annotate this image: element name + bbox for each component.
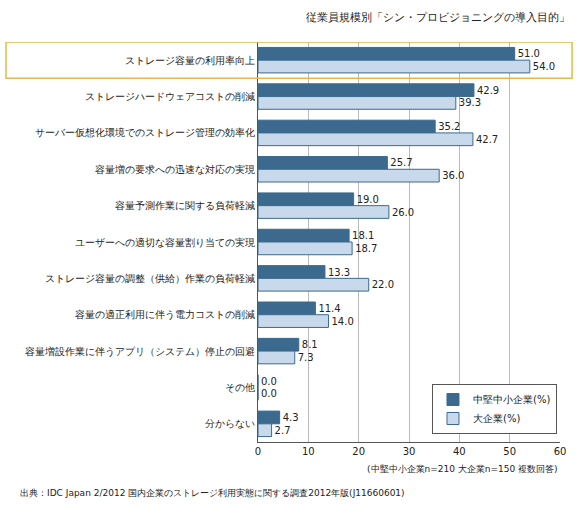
svg-text:35.2: 35.2 [438, 121, 460, 132]
svg-text:18.1: 18.1 [352, 230, 374, 241]
svg-text:0: 0 [255, 446, 261, 457]
svg-text:従業員規模別「シン・プロビジョニングの導入目的」: 従業員規模別「シン・プロビジョニングの導入目的」 [306, 11, 570, 24]
svg-text:分からない: 分からない [205, 418, 255, 429]
svg-text:容量増の要求への迅速な対応の実現: 容量増の要求への迅速な対応の実現 [95, 164, 255, 175]
svg-text:50: 50 [503, 446, 516, 457]
svg-text:19.0: 19.0 [357, 194, 379, 205]
svg-text:22.0: 22.0 [372, 279, 394, 290]
svg-text:30: 30 [403, 446, 416, 457]
svg-text:容量予測作業に関する負荷軽減: 容量予測作業に関する負荷軽減 [115, 200, 255, 211]
svg-text:(中堅中小企業n=210 大企業n=150 複数回答): (中堅中小企業n=210 大企業n=150 複数回答) [367, 464, 558, 474]
svg-text:サーバー仮想化環境でのストレージ管理の効率化: サーバー仮想化環境でのストレージ管理の効率化 [35, 127, 255, 138]
svg-text:容量増設作業に伴うアプリ（システム）停止の回避: 容量増設作業に伴うアプリ（システム）停止の回避 [25, 346, 255, 357]
svg-text:13.3: 13.3 [328, 267, 350, 278]
svg-text:2.7: 2.7 [275, 425, 291, 436]
svg-text:39.3: 39.3 [459, 97, 481, 108]
svg-text:11.4: 11.4 [318, 303, 340, 314]
svg-text:0.0: 0.0 [261, 376, 277, 387]
svg-text:36.0: 36.0 [442, 170, 464, 181]
svg-text:ユーザーへの適切な容量割り当ての実現: ユーザーへの適切な容量割り当ての実現 [75, 237, 255, 248]
svg-text:26.0: 26.0 [392, 207, 414, 218]
svg-text:14.0: 14.0 [331, 316, 353, 327]
svg-text:10: 10 [302, 446, 315, 457]
svg-text:その他: その他 [225, 382, 255, 393]
svg-text:42.9: 42.9 [477, 85, 499, 96]
svg-text:ストレージ容量の利用率向上: ストレージ容量の利用率向上 [125, 55, 255, 66]
svg-text:20: 20 [352, 446, 365, 457]
svg-text:42.7: 42.7 [476, 134, 498, 145]
svg-text:8.1: 8.1 [302, 339, 318, 350]
svg-text:40: 40 [453, 446, 466, 457]
svg-text:51.0: 51.0 [518, 48, 540, 59]
svg-text:0.0: 0.0 [261, 388, 277, 399]
svg-text:大企業(%): 大企業(%) [473, 413, 520, 424]
svg-text:4.3: 4.3 [283, 412, 299, 423]
svg-text:7.3: 7.3 [298, 352, 314, 363]
svg-text:中堅中小企業(%): 中堅中小企業(%) [473, 394, 550, 405]
svg-text:25.7: 25.7 [390, 157, 412, 168]
svg-text:容量の適正利用に伴う電力コストの削減: 容量の適正利用に伴う電力コストの削減 [75, 309, 255, 320]
svg-text:ストレージ容量の調整（供給）作業の負荷軽減: ストレージ容量の調整（供給）作業の負荷軽減 [45, 273, 255, 284]
svg-text:出典：IDC Japan 2/2012 国内企業のストレージ: 出典：IDC Japan 2/2012 国内企業のストレージ利用実態に関する調査… [20, 488, 405, 498]
svg-text:ストレージハードウェアコストの削減: ストレージハードウェアコストの削減 [85, 91, 255, 102]
svg-text:60: 60 [554, 446, 567, 457]
svg-text:54.0: 54.0 [533, 61, 555, 72]
svg-text:18.7: 18.7 [355, 243, 377, 254]
